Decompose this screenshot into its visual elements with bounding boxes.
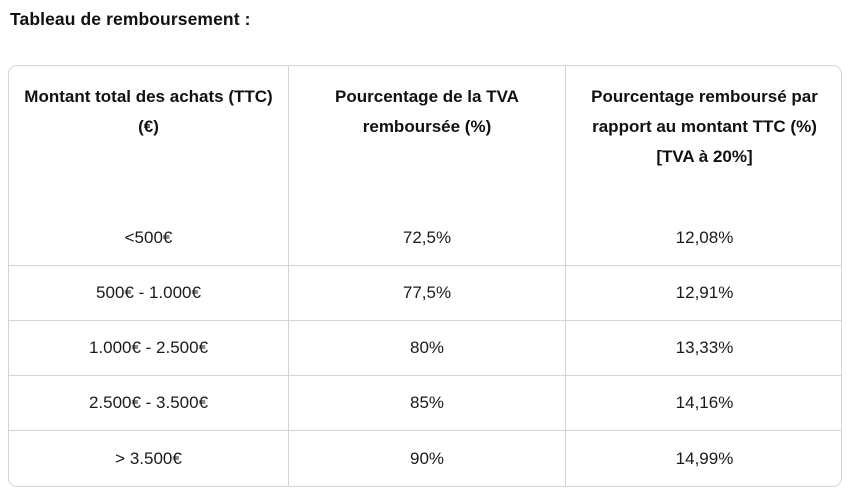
amount-cell: 1.000€ - 2.500€ [9, 321, 289, 376]
ttc-refunded-cell: 14,16% [566, 376, 841, 431]
amount-cell: 2.500€ - 3.500€ [9, 376, 289, 431]
column-header-ttc-refunded: Pourcentage remboursé par rapport au mon… [566, 66, 841, 211]
page-title: Tableau de remboursement : [10, 9, 251, 29]
column-header-vat-refunded: Pourcentage de la TVA remboursée (%) [289, 66, 566, 211]
table-row: > 3.500€ 90% 14,99% [9, 431, 841, 486]
table-row: 2.500€ - 3.500€ 85% 14,16% [9, 376, 841, 431]
table-row: 1.000€ - 2.500€ 80% 13,33% [9, 321, 841, 376]
reimbursement-table: Montant total des achats (TTC) (€) Pourc… [8, 65, 842, 487]
table-header-row: Montant total des achats (TTC) (€) Pourc… [9, 66, 841, 211]
reimbursement-table-grid: Montant total des achats (TTC) (€) Pourc… [9, 66, 841, 486]
amount-cell: <500€ [9, 211, 289, 266]
vat-refunded-cell: 77,5% [289, 266, 566, 321]
vat-refunded-cell: 90% [289, 431, 566, 486]
ttc-refunded-cell: 13,33% [566, 321, 841, 376]
ttc-refunded-cell: 12,08% [566, 211, 841, 266]
vat-refunded-cell: 80% [289, 321, 566, 376]
amount-cell: > 3.500€ [9, 431, 289, 486]
ttc-refunded-cell: 12,91% [566, 266, 841, 321]
column-header-amount: Montant total des achats (TTC) (€) [9, 66, 289, 211]
vat-refunded-cell: 72,5% [289, 211, 566, 266]
vat-refunded-cell: 85% [289, 376, 566, 431]
ttc-refunded-cell: 14,99% [566, 431, 841, 486]
table-row: 500€ - 1.000€ 77,5% 12,91% [9, 266, 841, 321]
table-row: <500€ 72,5% 12,08% [9, 211, 841, 266]
amount-cell: 500€ - 1.000€ [9, 266, 289, 321]
